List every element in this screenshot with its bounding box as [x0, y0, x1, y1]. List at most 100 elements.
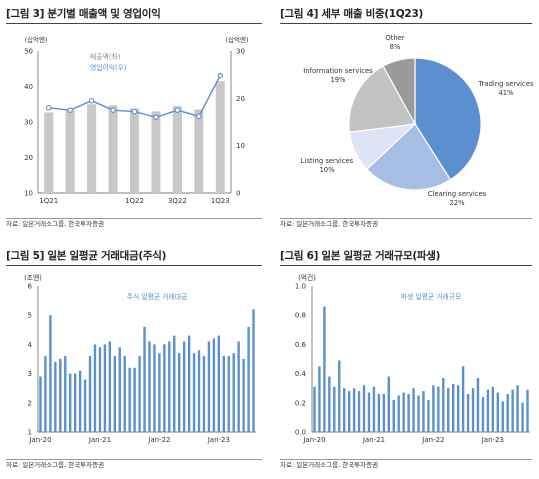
bar: [476, 377, 480, 432]
y-tick-label-right: 30: [236, 48, 245, 56]
pie-slice: [348, 65, 416, 133]
bar: [192, 353, 196, 432]
panel-title: [그림 6] 일본 일평균 거래규모(파생): [280, 250, 441, 262]
bar: [402, 392, 405, 432]
pie-percent: 19%: [330, 76, 346, 84]
bar: [133, 367, 136, 432]
bar: [182, 341, 186, 432]
title-rule: [6, 265, 262, 266]
bar: [461, 366, 465, 432]
bar: [69, 373, 72, 432]
pie-slice: [382, 57, 416, 125]
chart-derivatives-volume: (억건) 0.0 0.2 0.4 0.6 0.8 1.0 Jan-20 Jan-21 Jan-22…: [295, 273, 530, 444]
bar: [486, 389, 490, 432]
y-axis-label: (조엔): [24, 273, 42, 282]
bar: [343, 388, 346, 432]
bar: [491, 386, 495, 432]
bar: [78, 370, 82, 432]
bar: [456, 385, 460, 432]
bar: [212, 338, 216, 432]
bar: [526, 389, 529, 432]
source-note: 자료: 일본거래소그룹, 한국투자증권: [280, 461, 379, 469]
pie-label: Other: [385, 34, 405, 42]
bar: [397, 395, 400, 432]
bar: [237, 341, 240, 432]
title-rule: [280, 265, 532, 266]
bar: [217, 335, 221, 432]
y-tick-label: 1.0: [295, 283, 306, 291]
y-tick-label-left: 20: [24, 154, 33, 162]
bar: [163, 344, 166, 432]
x-tick-label: Jan-21: [88, 436, 111, 444]
bar: [128, 367, 131, 432]
x-tick-label: Jan-21: [362, 436, 385, 444]
title-rule: [6, 23, 262, 24]
bar-revenue: [215, 81, 225, 193]
bar: [113, 356, 116, 432]
bar: [521, 402, 524, 432]
bar: [452, 383, 455, 432]
bar: [357, 391, 361, 432]
point-operating-profit: [88, 97, 95, 104]
panel-revenue-breakdown: [그림 4] 세부 매출 비중(1Q23) Trading services 41…: [280, 6, 535, 228]
x-tick-label: 1Q23: [211, 197, 230, 205]
bar: [39, 376, 42, 432]
bar: [471, 388, 475, 432]
bar: [313, 386, 316, 432]
bar: [222, 356, 225, 432]
legend-operating-profit: 영업이익(우): [90, 63, 127, 72]
y-tick-label: 0.0: [295, 429, 306, 437]
pie-label: Clearing services: [428, 190, 487, 198]
bar-revenue: [44, 112, 54, 193]
bar: [496, 392, 499, 432]
bar: [227, 356, 230, 432]
x-tick-label: 3Q22: [168, 197, 187, 205]
bar: [207, 341, 211, 432]
bar-revenue: [129, 108, 140, 193]
bar: [138, 356, 141, 432]
bar: [412, 388, 415, 432]
bar-revenue: [151, 111, 161, 193]
bar: [64, 356, 67, 432]
panel-equity-turnover: [그림 5] 일본 일평균 거래대금(주식) (조엔) 1 2 3 4 5 6 Jan-20 J…: [6, 248, 268, 474]
pie-slice: [366, 123, 452, 191]
point-operating-profit: [217, 72, 224, 79]
bar: [516, 385, 519, 432]
y-tick-label: 2: [28, 399, 32, 407]
pie-label: Information services: [303, 67, 373, 75]
bar: [148, 341, 151, 432]
bar: [98, 347, 102, 432]
pie-percent: 10%: [319, 166, 335, 174]
bar: [338, 360, 341, 432]
bar-revenue: [108, 105, 118, 193]
y-tick-label-right: 0: [236, 190, 240, 198]
bar: [382, 394, 386, 432]
y-tick-label-left: 30: [24, 119, 33, 127]
bar: [506, 394, 509, 432]
bar: [362, 385, 366, 432]
bar: [178, 353, 181, 432]
bar: [54, 361, 57, 432]
bar: [407, 394, 410, 432]
bar: [73, 373, 77, 432]
bar: [352, 388, 356, 432]
bar: [108, 341, 112, 432]
panel-title: [그림 4] 세부 매출 비중(1Q23): [280, 8, 423, 20]
bar: [367, 392, 371, 432]
bar: [197, 350, 201, 432]
y-tick-label: 0.8: [295, 312, 306, 320]
bar: [103, 344, 107, 432]
bar: [252, 309, 255, 432]
bar: [123, 356, 126, 432]
x-tick-label: Jan-22: [147, 436, 170, 444]
y-tick-label-right: 20: [236, 95, 245, 103]
bar: [173, 335, 176, 432]
bar: [432, 385, 435, 432]
legend-series: 파생 일평균 거래규모: [401, 292, 462, 301]
bar: [442, 377, 445, 432]
bar: [187, 335, 191, 432]
y-tick-label: 6: [28, 283, 33, 291]
point-operating-profit: [153, 114, 159, 121]
x-tick-label: Jan-20: [28, 436, 51, 444]
bar-revenue: [172, 106, 182, 193]
